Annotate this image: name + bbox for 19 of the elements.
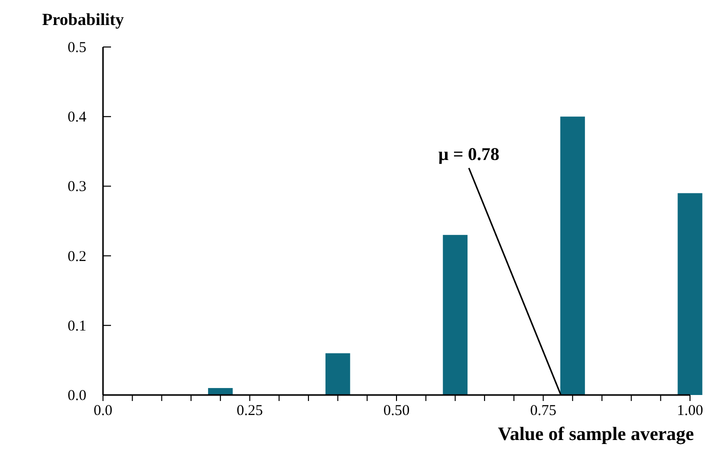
bar [678,193,702,395]
x-tick-label: 0.0 [94,403,112,419]
x-tick-label: 0.50 [383,403,410,419]
y-tick-label: 0.1 [68,318,86,334]
bar [325,353,350,395]
y-tick-label: 0.3 [68,179,86,196]
y-tick-label: 0.2 [68,248,86,265]
x-tick-label: 0.25 [236,403,263,419]
x-tick-label: 0.75 [530,403,556,419]
x-axis-title: Value of sample average [498,424,694,445]
annotation: μ = 0.78 [438,144,500,164]
bar [208,388,233,395]
y-axis-title: Probability [42,10,124,29]
y-tick-label: 0.4 [68,110,87,126]
bar [442,234,468,395]
y-tick-label: 0.5 [68,40,86,56]
y-tick-label: 0.0 [68,388,86,404]
x-tick-label: 1.00 [676,403,704,419]
bar [560,116,585,395]
